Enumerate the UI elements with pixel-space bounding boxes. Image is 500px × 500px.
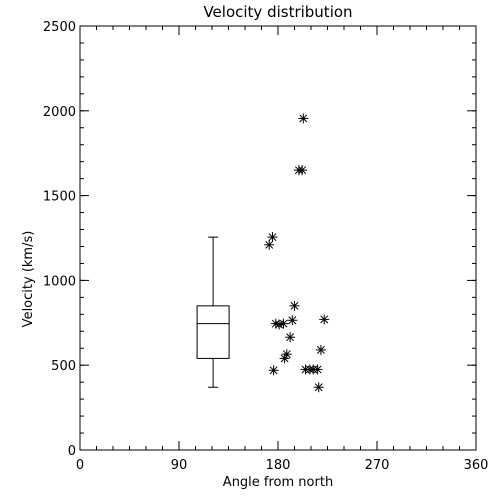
data-point xyxy=(268,365,279,376)
y-tick-label: 500 xyxy=(51,359,76,374)
data-point xyxy=(312,364,323,375)
y-tick-label: 2500 xyxy=(43,20,76,35)
data-point-stroke xyxy=(269,366,278,375)
data-point xyxy=(319,314,330,325)
data-point xyxy=(313,382,324,393)
y-axis-title: Velocity (km/s) xyxy=(21,231,36,328)
data-point-stroke xyxy=(298,166,307,175)
x-tick-label: 270 xyxy=(365,458,390,473)
chart-title: Velocity distribution xyxy=(203,3,352,21)
y-tick-label: 1000 xyxy=(43,274,76,289)
data-point-stroke xyxy=(320,315,329,324)
data-point xyxy=(297,165,308,176)
data-point-stroke xyxy=(316,345,325,354)
data-point-stroke xyxy=(265,240,274,249)
x-tick-label: 360 xyxy=(464,458,489,473)
y-tick-label: 0 xyxy=(68,444,76,459)
data-point-stroke xyxy=(280,354,289,363)
data-point xyxy=(278,318,289,329)
data-point xyxy=(315,344,326,355)
data-point xyxy=(285,332,296,343)
y-tick-label: 2000 xyxy=(43,105,76,120)
data-point xyxy=(298,113,309,124)
data-point-stroke xyxy=(279,319,288,328)
x-tick-label: 180 xyxy=(266,458,291,473)
data-point-stroke xyxy=(314,383,323,392)
x-axis-title: Angle from north xyxy=(223,475,333,490)
data-point-stroke xyxy=(286,333,295,342)
x-tick-label: 90 xyxy=(171,458,188,473)
scatter-points xyxy=(264,113,330,393)
data-point-stroke xyxy=(271,319,280,328)
data-point-stroke xyxy=(268,233,277,242)
boxplot-box xyxy=(196,305,230,359)
data-point-stroke xyxy=(290,301,299,310)
data-point-stroke xyxy=(288,316,297,325)
boxplot xyxy=(196,236,230,388)
data-point-stroke xyxy=(313,365,322,374)
plot-frame xyxy=(79,25,477,451)
data-point xyxy=(264,239,275,250)
axis-ticks: 0 90 180 270 360 0 500 1000 1500 2000 2500 xyxy=(43,20,489,473)
data-point xyxy=(267,232,278,243)
x-tick-label: 0 xyxy=(76,458,84,473)
data-point xyxy=(279,353,290,364)
data-point xyxy=(287,315,298,326)
data-point xyxy=(289,300,300,311)
y-tick-label: 1500 xyxy=(43,190,76,205)
data-point-stroke xyxy=(299,114,308,123)
